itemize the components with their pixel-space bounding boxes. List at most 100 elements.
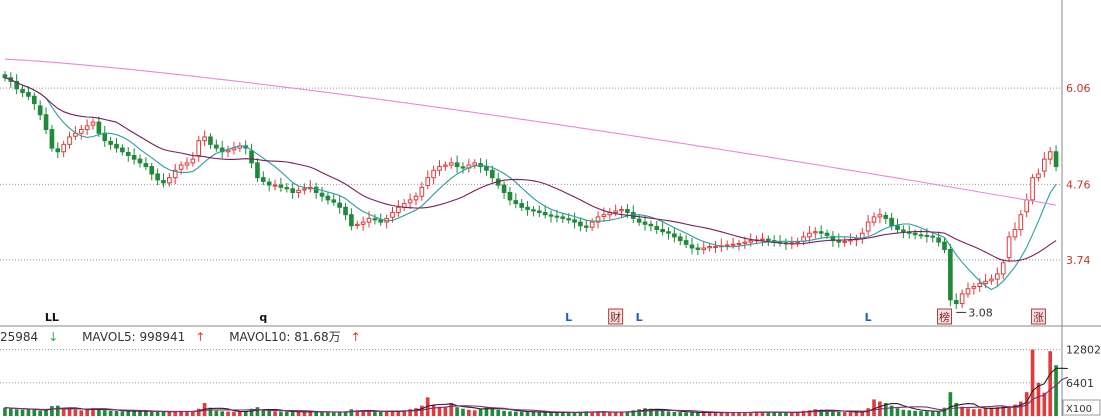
volume-bar <box>355 410 360 416</box>
volume-bar <box>525 411 530 416</box>
volume-bar <box>1007 406 1011 416</box>
volume-bar <box>490 408 495 416</box>
candle-body <box>554 215 560 218</box>
candle-body <box>43 114 49 131</box>
volume-bar <box>872 399 876 416</box>
event-marker-label: L <box>865 311 872 324</box>
volume-bar <box>555 412 559 416</box>
volume-bar <box>102 410 107 416</box>
volume-bar <box>977 408 982 416</box>
volume-bar <box>126 411 131 416</box>
price-tick-label: 6.06 <box>1066 82 1091 95</box>
volume-bar <box>942 407 947 416</box>
candle-body <box>995 273 1000 280</box>
event-marker-label: q <box>259 311 267 324</box>
volume-bar <box>513 411 518 416</box>
volume-bar <box>420 405 424 416</box>
volume-bar <box>185 411 189 416</box>
volume-bar <box>625 411 630 416</box>
volume-bar <box>948 392 953 416</box>
candle-body <box>1036 173 1041 179</box>
volume-bar <box>44 409 48 416</box>
candle-body <box>90 121 96 126</box>
candle-body <box>613 210 618 213</box>
volume-bar <box>778 412 782 416</box>
volume-ma5 <box>4 367 1068 414</box>
candle-body <box>1041 158 1047 172</box>
candle-body <box>172 169 178 179</box>
volume-bar <box>825 410 829 416</box>
volume-bar <box>108 410 113 416</box>
candle-body <box>108 140 113 145</box>
candle-body <box>807 232 812 238</box>
volume-bar <box>284 411 289 416</box>
candle-body <box>407 199 413 204</box>
volume-bar <box>55 405 60 416</box>
candle-body <box>343 206 348 216</box>
volume-bar <box>238 411 242 416</box>
price-ma-mid <box>4 77 1057 262</box>
volume-bar <box>578 411 583 416</box>
candle-body <box>302 188 307 191</box>
candle-body <box>1000 262 1006 275</box>
volume-bar <box>789 412 794 416</box>
volume-bar <box>701 412 706 416</box>
candle-body <box>231 147 237 151</box>
candle-body <box>319 192 325 197</box>
volume-bar <box>243 411 248 416</box>
candle-body <box>413 195 419 201</box>
volume-bar <box>1030 349 1035 416</box>
volume-bar <box>1036 382 1041 416</box>
volume-bar <box>167 411 172 416</box>
volume-bar <box>766 412 771 416</box>
candle-body <box>155 173 160 181</box>
volume-bar <box>26 409 31 416</box>
volume-bar <box>713 412 718 416</box>
candle-body <box>930 235 936 238</box>
candle-body <box>131 154 137 160</box>
volume-bar <box>972 409 976 416</box>
volume-bar <box>784 412 788 416</box>
volume-bar <box>455 407 459 416</box>
candle-body <box>372 218 378 221</box>
event-marker-label: L <box>565 311 572 324</box>
volume-bar <box>678 412 683 416</box>
candle-body <box>566 218 571 221</box>
volume-legend-mavol5: MAVOL5: 998941 ↑ <box>82 330 206 344</box>
candle-body <box>901 229 906 233</box>
volume-bar <box>1019 401 1023 416</box>
candle-body <box>730 243 736 246</box>
candle-body <box>96 121 102 134</box>
volume-bar <box>954 403 959 416</box>
volume-bar <box>461 408 465 416</box>
volume-bar <box>860 411 865 416</box>
volume-bar <box>132 411 136 416</box>
price-tick-label: 3.74 <box>1066 254 1091 267</box>
volume-bar <box>748 412 753 416</box>
candle-body <box>448 162 454 166</box>
candle-body <box>766 238 771 242</box>
volume-bar <box>508 411 512 416</box>
candle-body <box>912 232 918 236</box>
candle-body <box>331 199 337 203</box>
volume-ma10 <box>4 376 1068 414</box>
candle-body <box>983 280 988 285</box>
candle-body <box>989 278 994 282</box>
volume-bar <box>472 410 477 416</box>
candle-body <box>120 147 125 153</box>
candle-body <box>895 225 900 230</box>
volume-bar <box>807 410 812 416</box>
candle-body <box>84 125 90 131</box>
candle-body <box>325 195 331 201</box>
candle-body <box>965 288 971 295</box>
volume-bar <box>731 412 735 416</box>
candle-body <box>818 231 824 234</box>
volume-bar <box>560 412 565 416</box>
price-ma-long <box>4 58 1057 206</box>
candle-body <box>589 221 595 228</box>
volume-bar <box>296 411 301 416</box>
candle-body <box>31 95 37 105</box>
volume-bar <box>631 410 636 416</box>
volume-bar <box>138 410 142 416</box>
